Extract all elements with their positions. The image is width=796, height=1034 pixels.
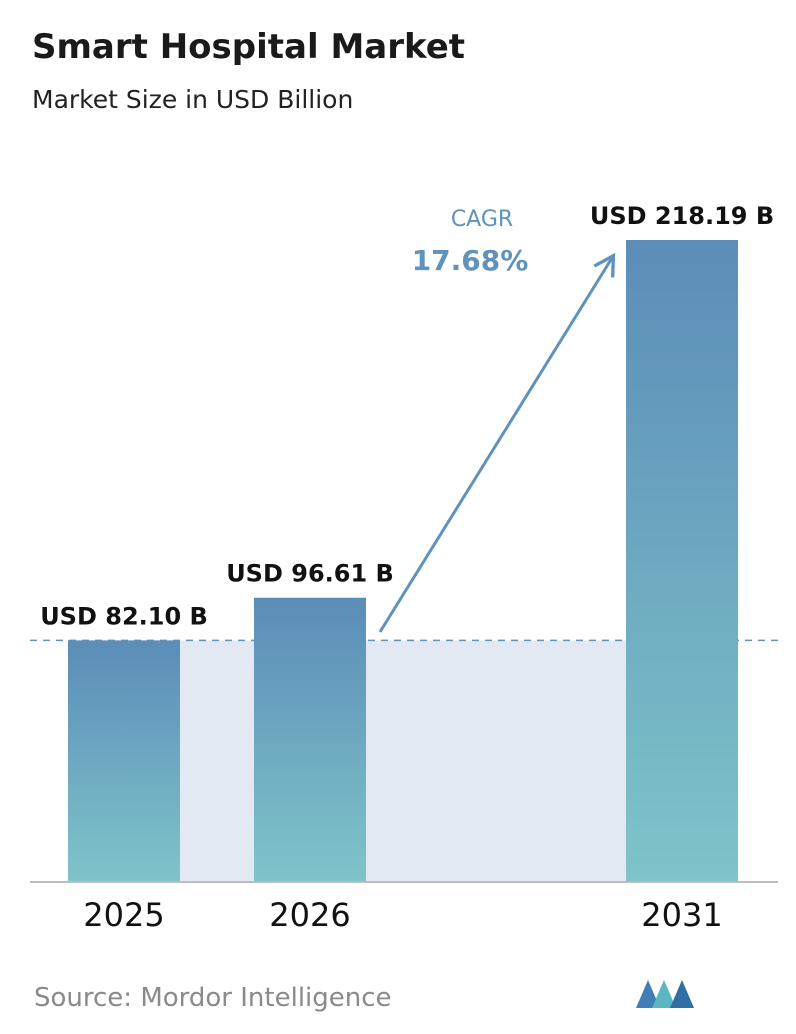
x-tick-label: 2026	[269, 896, 350, 934]
bar	[68, 640, 180, 882]
cagr-value: 17.68%	[412, 244, 529, 277]
value-label: USD 82.10 B	[40, 602, 208, 630]
cagr-arrow	[378, 252, 616, 633]
logo	[636, 980, 694, 1008]
bar	[254, 597, 366, 882]
x-tick-label: 2031	[641, 896, 722, 934]
chart-title: Smart Hospital Market	[32, 27, 465, 67]
source: Source: Mordor Intelligence	[34, 983, 392, 1013]
bar	[626, 240, 738, 882]
x-tick-label: 2025	[83, 896, 164, 934]
cagr-label: CAGR	[451, 207, 513, 232]
value-label: USD 218.19 B	[590, 202, 774, 230]
value-label: USD 96.61 B	[226, 560, 394, 588]
plot-area: USD 82.10 B 2025 USD 96.61 B 2026 USD 218.19…	[30, 202, 780, 934]
chart-subtitle: Market Size in USD Billion	[32, 85, 353, 114]
